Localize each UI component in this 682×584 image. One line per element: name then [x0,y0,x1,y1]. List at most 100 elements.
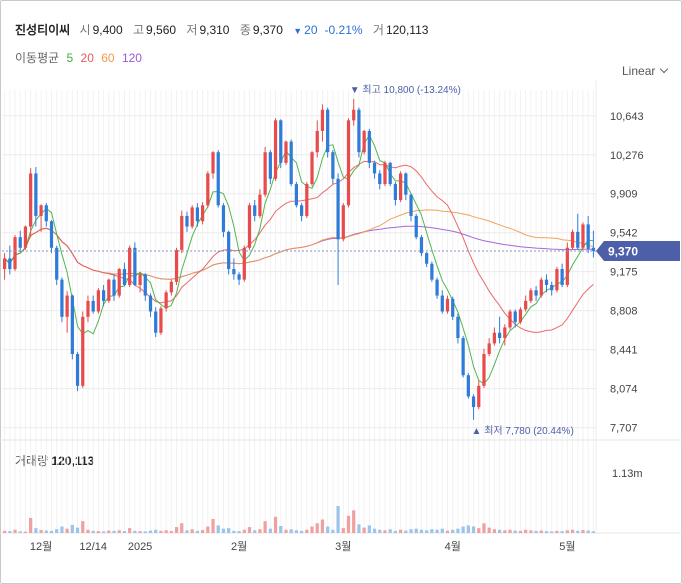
ma-5-line [4,134,594,385]
ma-legend[interactable]: 이동평균 5 20 60 120 [15,49,146,66]
volume-bar [404,530,408,533]
candle-body [461,338,465,376]
volume-bar [513,530,517,533]
candle-body [294,184,299,206]
volume-bar [336,506,340,533]
volume-bar [279,525,283,533]
x-tick-label: 2025 [128,541,152,553]
down-triangle-icon: ▼ [293,26,303,36]
candle-body [383,162,387,185]
volume-bar [143,531,147,533]
volume-bar [289,529,293,533]
y-tick-label: 8,808 [610,306,638,318]
volume-bar [435,529,439,533]
volume-bar [263,521,267,533]
candle-body [195,207,200,222]
volume-bar [81,521,85,533]
candle-body [378,173,382,185]
volume-bar [591,531,596,533]
volume-bar [206,526,210,533]
volume-bar [388,529,392,533]
volume-bar [378,529,382,533]
y-tick-label: 9,175 [610,267,638,279]
current-price-tag [596,240,680,261]
volume-bar [107,530,111,533]
candle-body [550,284,554,291]
volume-bar [112,530,116,533]
candle-body [122,269,127,285]
candle-body [185,215,189,227]
candle-body [544,279,549,285]
candle-body [518,309,523,323]
candle-body [524,300,528,310]
volume-bar [190,529,194,533]
candle-body [29,173,33,227]
volume-bar [331,529,335,533]
candle-body [128,247,132,285]
candle-body [352,109,356,121]
volume-bar [86,529,90,533]
candle-body [570,231,575,248]
volume-bar [419,529,424,533]
ma-legend-label: 이동평균 [15,51,60,65]
volume-panel-label: 거래량 [15,454,49,468]
scale-dropdown[interactable]: Linear [622,64,669,78]
candle-body [435,279,439,296]
candle-body [497,332,502,339]
high-value: 9,560 [146,23,177,37]
volume-label: 거 [372,23,384,37]
x-tick-label: 12월 [30,540,52,553]
volume-bar [273,516,278,533]
volume-bar [341,528,345,533]
candle-body [211,152,215,174]
candle-body [362,130,366,153]
volume-bar [497,529,502,533]
volume-bar [117,530,121,533]
volume-bar [154,529,158,533]
volume-bar [487,527,491,533]
volume-bar [482,523,486,533]
candle-body [268,152,272,179]
change-value: 20 [304,23,318,37]
volume-bar [503,530,507,533]
candle-body [206,173,210,206]
high-annotation: ▼ 최고 10,800 (-13.24%) [350,84,461,96]
candle-body [164,292,168,309]
volume-bar [8,531,12,533]
volume-bar [451,529,455,533]
volume-bar [23,531,28,533]
volume-bar [70,524,74,533]
candle-body [513,311,517,323]
candle-body [2,258,7,270]
low-label: 저 [186,23,198,37]
high-label: 고 [132,23,145,37]
candle-body [357,109,361,153]
candle-body [190,207,194,227]
volume-bar [75,527,80,533]
candle-body [65,295,69,317]
candle-body [326,109,330,153]
candle-body [159,308,163,333]
volume-bar [471,526,476,533]
candle-body [138,274,142,285]
volume-bar [560,531,564,533]
candle-body [492,332,497,344]
volume-bar [159,530,163,533]
candle-body [169,281,173,293]
ma-20-line [4,160,594,334]
volume-bar [367,525,371,533]
candle-body [419,237,424,254]
candle-body [404,173,408,195]
volume-value: 120,113 [385,23,429,37]
candle-body [23,226,28,248]
candle-body [299,205,304,216]
candle-body [253,205,257,216]
candle-body [180,215,184,250]
volume-bar [461,526,465,533]
candle-body [18,237,22,248]
volume-bar [352,510,356,533]
candle-body [555,269,559,291]
volume-bar [586,530,590,533]
candle-body [284,141,288,163]
